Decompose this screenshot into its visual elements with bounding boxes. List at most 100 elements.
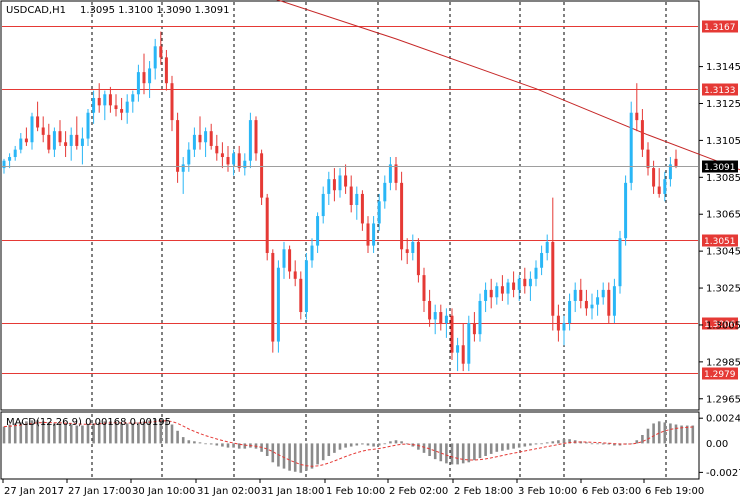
candle-body xyxy=(640,120,644,150)
macd-histogram-bar xyxy=(271,443,275,463)
candle-body xyxy=(461,345,465,364)
candle-body xyxy=(601,289,605,298)
candle-body xyxy=(579,289,583,301)
candle-body xyxy=(192,134,196,150)
candle-body xyxy=(198,134,202,143)
candle-body xyxy=(327,179,331,194)
macd-histogram-bar xyxy=(165,420,168,444)
candle-body xyxy=(310,245,314,261)
level-tag xyxy=(702,367,738,380)
candle-body xyxy=(30,116,34,143)
macd-histogram-bar xyxy=(69,424,73,444)
candle-body xyxy=(92,97,96,113)
macd-histogram-bar xyxy=(103,421,107,444)
macd-histogram-bar xyxy=(193,441,196,444)
macd-histogram-bar xyxy=(204,443,207,445)
macd-histogram-bar xyxy=(383,443,387,445)
x-tick-label: 30 Jan 10:00 xyxy=(132,486,195,497)
candle-body xyxy=(265,197,269,253)
macd-tick-label: 0.00 xyxy=(706,439,728,450)
macd-histogram-bar xyxy=(36,420,39,444)
candle-body xyxy=(411,241,415,253)
level-tag xyxy=(702,20,738,33)
candle-body xyxy=(52,131,56,150)
candle-body xyxy=(142,72,146,84)
ohlc-readout: 1.3095 1.3100 1.3090 1.3091 xyxy=(80,5,230,16)
level-tag xyxy=(702,317,738,330)
candle-body xyxy=(416,241,420,276)
candle-body xyxy=(584,300,588,309)
candle-body xyxy=(332,179,336,191)
macd-histogram-bar xyxy=(187,440,191,444)
candle-body xyxy=(372,223,376,246)
macd-histogram-bar xyxy=(461,443,465,464)
x-tick-label: 6 Feb 19:00 xyxy=(645,486,704,497)
macd-histogram-bar xyxy=(333,443,336,453)
macd-histogram-bar xyxy=(30,420,34,444)
candle-body xyxy=(556,315,560,331)
macd-signal-line xyxy=(3,420,693,467)
macd-histogram-bar xyxy=(232,443,235,448)
macd-histogram-bar xyxy=(137,422,140,444)
candle-body xyxy=(444,315,448,324)
candle-body xyxy=(153,46,157,69)
macd-histogram-bar xyxy=(109,421,112,444)
macd-histogram-bar xyxy=(389,441,392,444)
candle-body xyxy=(148,68,152,84)
macd-histogram-bar xyxy=(456,443,459,465)
candle-body xyxy=(422,275,426,301)
macd-histogram-bar xyxy=(159,418,163,444)
x-tick-label: 27 Jan 17:00 xyxy=(68,486,131,497)
y-tick-label: 1.2965 xyxy=(706,394,740,405)
macd-histogram-bar xyxy=(361,443,364,445)
candle-body xyxy=(97,97,101,106)
y-tick-label: 1.3125 xyxy=(706,99,740,110)
x-tick-label: 6 Feb 03:00 xyxy=(582,486,641,497)
candle-body xyxy=(204,131,208,143)
macd-histogram-bar xyxy=(439,443,443,462)
macd-histogram-bar xyxy=(557,440,560,444)
candle-body xyxy=(523,278,527,287)
candle-body xyxy=(181,164,185,172)
macd-histogram-bar xyxy=(114,422,118,444)
macd-histogram-bar xyxy=(652,423,655,444)
candle-body xyxy=(506,282,510,294)
macd-histogram-bar xyxy=(321,443,325,461)
x-tick-label: 31 Jan 18:00 xyxy=(261,486,324,497)
candle-body xyxy=(271,252,275,342)
y-tick-label: 1.3105 xyxy=(706,136,740,147)
candle-body xyxy=(19,138,23,150)
macd-histogram-bar xyxy=(394,440,398,444)
candle-body xyxy=(495,286,499,298)
macd-tick-label: -0.00276 xyxy=(706,468,740,479)
macd-histogram-bar xyxy=(221,443,224,447)
candle-body xyxy=(47,134,51,150)
candle-body xyxy=(114,105,118,110)
macd-histogram-bar xyxy=(305,443,308,471)
candle-body xyxy=(517,278,521,290)
candle-body xyxy=(500,286,504,294)
y-tick-label: 1.3045 xyxy=(706,247,740,258)
candle-body xyxy=(293,271,297,279)
macd-histogram-bar xyxy=(92,423,95,444)
macd-histogram-bar xyxy=(663,422,667,444)
candle-body xyxy=(607,289,611,316)
macd-histogram-bar xyxy=(293,443,297,472)
candle-body xyxy=(394,164,398,183)
macd-histogram-bar xyxy=(596,443,599,445)
candle-body xyxy=(304,260,308,313)
macd-histogram-bar xyxy=(215,443,219,446)
candle-body xyxy=(668,164,672,180)
macd-histogram-bar xyxy=(153,419,157,444)
candle-body xyxy=(316,216,320,246)
macd-histogram-bar xyxy=(75,425,79,444)
macd-histogram-bar xyxy=(445,443,448,464)
macd-histogram-bar xyxy=(433,443,437,460)
macd-histogram-bar xyxy=(635,440,639,444)
candle-body xyxy=(237,153,241,169)
macd-histogram-bar xyxy=(568,439,571,444)
macd-histogram-bar xyxy=(327,443,331,456)
level-label: 1.2979 xyxy=(704,370,736,380)
candle-body xyxy=(86,112,90,139)
